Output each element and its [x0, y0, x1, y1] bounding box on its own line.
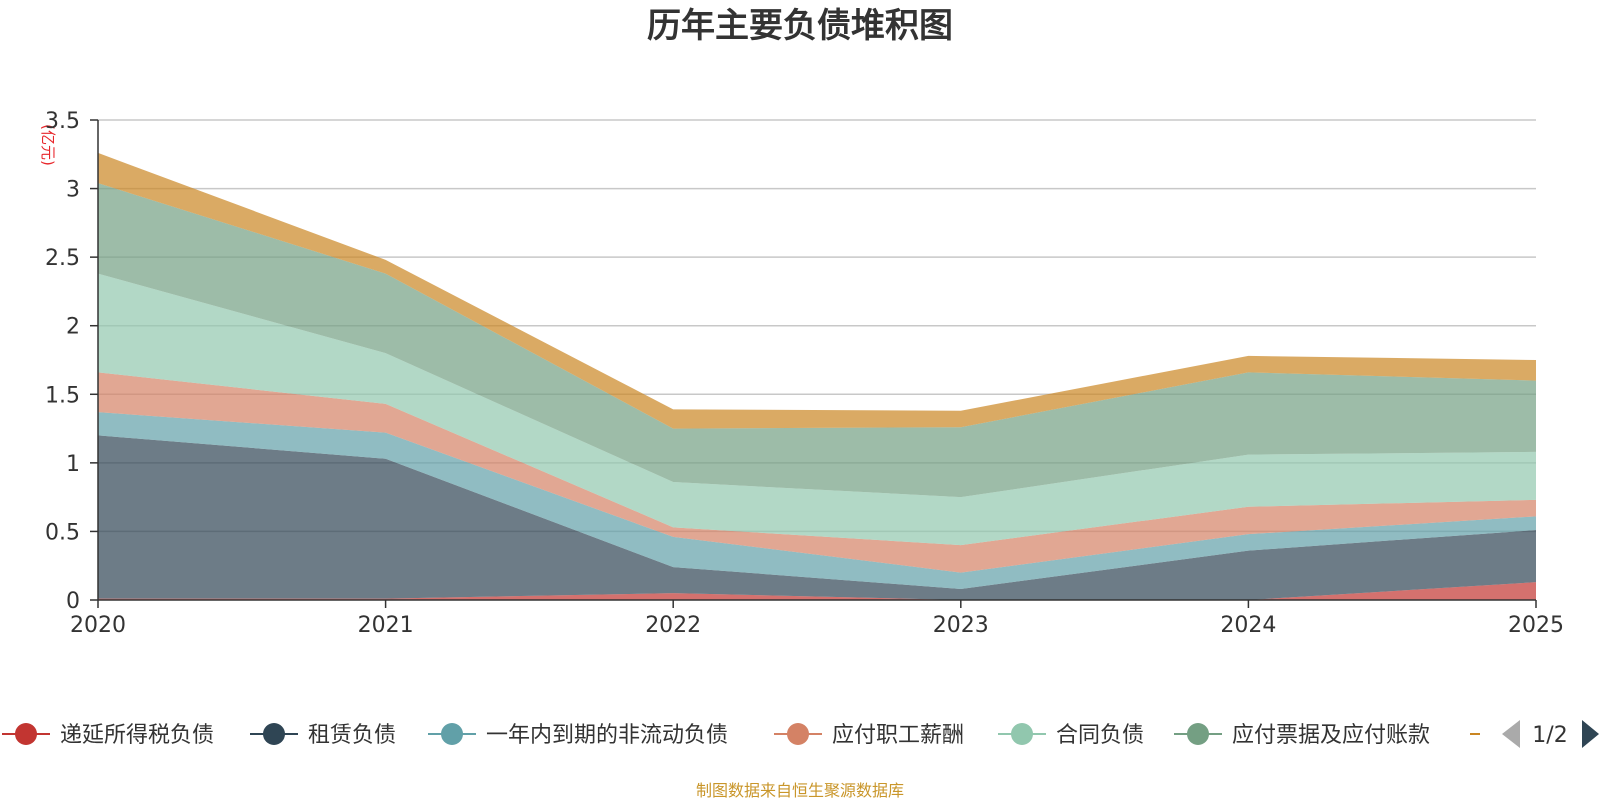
axes: 0 0.5 1 1.5 2 2.5 3 3.5 2020 2021 2022 2023 2024 2025 [45, 109, 1564, 638]
area-series-4 [98, 273, 1536, 546]
x-tick-label: 2022 [645, 613, 701, 638]
legend-item-5[interactable]: 应付票据及应付账款 [1174, 723, 1430, 748]
y-tick-label: 0.5 [45, 520, 80, 545]
legend-label: 应付票据及应付账款 [1232, 723, 1430, 748]
x-tick-label: 2021 [358, 613, 414, 638]
legend-dot-icon [1187, 723, 1209, 745]
x-tick-label: 2020 [70, 613, 126, 638]
legend-dot-icon [15, 723, 37, 745]
y-tick-label: 1 [66, 452, 80, 477]
x-tick-label: 2025 [1508, 613, 1564, 638]
legend-dot-icon [1011, 723, 1033, 745]
y-tick-label: 3.5 [45, 109, 80, 134]
area-series-1 [98, 435, 1536, 600]
legend-label: 一年内到期的非流动负债 [486, 723, 728, 748]
legend-dot-icon [787, 723, 809, 745]
area-series-2 [98, 412, 1536, 590]
legend-item-0[interactable]: 递延所得税负债 [2, 723, 214, 748]
legend-item-2[interactable]: 一年内到期的非流动负债 [428, 723, 728, 748]
legend-dot-icon [263, 723, 285, 745]
area-series-0 [98, 582, 1536, 600]
y-tick-label: 1.5 [45, 383, 80, 408]
area-series-5 [98, 183, 1536, 498]
legend-label: 递延所得税负债 [60, 723, 214, 748]
x-tick-label: 2024 [1220, 613, 1276, 638]
legend-label: 租赁负债 [308, 723, 396, 748]
area-series [98, 152, 1536, 600]
legend-dot-icon [441, 723, 463, 745]
y-tick-label: 3 [66, 178, 80, 203]
y-tick-label: 2 [66, 315, 80, 340]
y-tick-label: 2.5 [45, 246, 80, 271]
x-tick-label: 2023 [933, 613, 989, 638]
legend: 递延所得税负债 租赁负债 一年内到期的非流动负债 应付职工薪酬 合同负债 应付票据及应付账… [2, 720, 1599, 748]
y-axis-unit: (亿元) [39, 124, 57, 166]
legend-next-icon[interactable] [1582, 720, 1599, 748]
legend-label: 合同负债 [1056, 723, 1144, 748]
legend-item-1[interactable]: 租赁负债 [250, 723, 396, 748]
legend-item-4[interactable]: 合同负债 [998, 723, 1144, 748]
legend-prev-icon[interactable] [1502, 720, 1520, 748]
legend-page-indicator: 1/2 [1532, 723, 1567, 748]
legend-label: 应付职工薪酬 [832, 723, 964, 748]
y-tick-label: 0 [66, 589, 80, 614]
area-series-3 [98, 372, 1536, 573]
chart-title: 历年主要负债堆积图 [647, 6, 953, 46]
source-note: 制图数据来自恒生聚源数据库 [696, 781, 904, 800]
legend-item-3[interactable]: 应付职工薪酬 [774, 723, 964, 748]
